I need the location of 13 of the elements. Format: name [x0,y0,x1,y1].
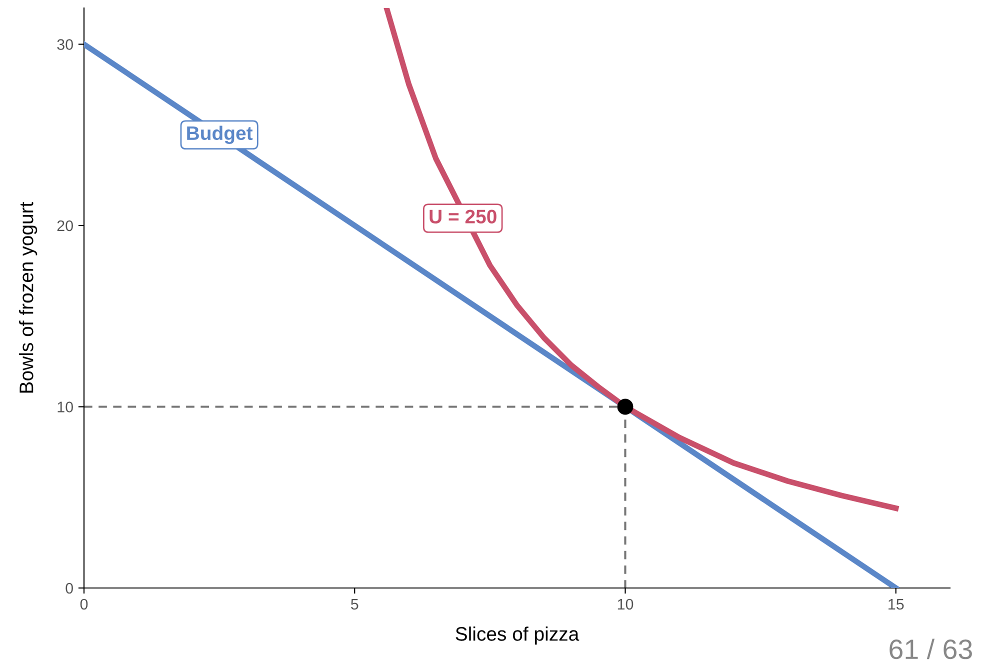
y-tick-label: 10 [58,402,73,412]
annotation: Budget [187,126,253,144]
x-tick-label: 0 [80,598,88,610]
y-tick-label: 20 [57,220,73,232]
y-axis-title: Bowls of frozen yogurt [19,202,38,393]
x-axis-title: Slices of pizza [456,626,580,645]
x-tick-label: 10 [618,598,634,610]
y-tick-label: 0 [66,582,73,594]
x-tick-label: 15 [888,598,904,610]
annotation: U = 250 [430,210,496,224]
text: 61 / 63 [890,638,972,660]
y-tick-label: 30 [57,39,73,50]
x-tick-label: 5 [350,598,358,610]
